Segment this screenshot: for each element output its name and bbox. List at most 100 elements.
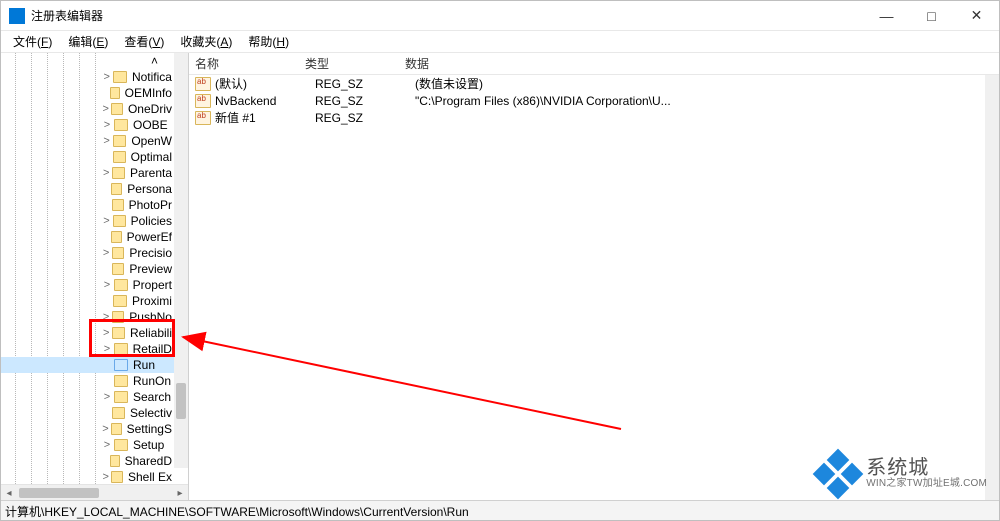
- menu-item-0[interactable]: 文件(F): [5, 31, 60, 52]
- tree-item-label: Policies: [129, 214, 174, 228]
- maximize-button[interactable]: □: [909, 1, 954, 31]
- menu-item-1[interactable]: 编辑(E): [60, 31, 116, 52]
- tree-item-setup[interactable]: >Setup: [1, 437, 174, 453]
- close-button[interactable]: ✕: [954, 1, 999, 31]
- tree-item-selectiv[interactable]: Selectiv: [1, 405, 174, 421]
- menu-item-4[interactable]: 帮助(H): [240, 31, 297, 52]
- list-row[interactable]: (默认)REG_SZ(数值未设置): [189, 75, 999, 92]
- tree-item-propert[interactable]: > Propert: [1, 277, 174, 293]
- tree-item-sharedd[interactable]: SharedD: [1, 453, 174, 469]
- tree-item-label: Shell Ex: [126, 470, 174, 484]
- watermark-text-cn: 系统城: [866, 458, 987, 479]
- tree-expander-icon[interactable]: >: [101, 72, 112, 83]
- tree-item-reliabili[interactable]: > Reliabili: [1, 325, 174, 341]
- list-panel: 名称 类型 数据 (默认)REG_SZ(数值未设置)NvBackendREG_S…: [189, 53, 999, 500]
- tree-expander-icon[interactable]: >: [101, 424, 110, 435]
- tree-item-oobe[interactable]: >OOBE: [1, 117, 174, 133]
- tree-item-poweref[interactable]: PowerEf: [1, 229, 174, 245]
- tree-item-persona[interactable]: Persona: [1, 181, 174, 197]
- tree-item-run[interactable]: Run: [1, 357, 174, 373]
- tree-expander-icon[interactable]: >: [101, 168, 111, 179]
- menu-item-3[interactable]: 收藏夹(A): [172, 31, 240, 52]
- hscroll-left-arrow[interactable]: ◂: [1, 485, 17, 501]
- tree-panel: ˄>NotificaOEMInfo>OneDriv>OOBE>OpenWOpti…: [1, 53, 189, 500]
- tree-item-notifica[interactable]: > Notifica: [1, 69, 174, 85]
- tree-item-label: Reliabili: [128, 326, 174, 340]
- tree-expander-icon[interactable]: >: [101, 344, 113, 355]
- tree-item-oeminfo[interactable]: OEMInfo: [1, 85, 174, 101]
- tree-expander-icon[interactable]: >: [101, 280, 113, 291]
- tree-item-runon[interactable]: RunOn: [1, 373, 174, 389]
- cell-type: REG_SZ: [315, 111, 415, 125]
- folder-icon: [112, 247, 124, 259]
- tree-item-label: Notifica: [130, 70, 174, 84]
- app-icon: [9, 8, 25, 24]
- folder-icon: [111, 103, 122, 115]
- tree-item-label: Proximi: [130, 294, 174, 308]
- menu-item-2[interactable]: 查看(V): [116, 31, 172, 52]
- tree-item-retaild[interactable]: >RetailD: [1, 341, 174, 357]
- folder-icon: [114, 119, 128, 131]
- tree-item-label: SettingS: [125, 422, 174, 436]
- list-row[interactable]: NvBackendREG_SZ"C:\Program Files (x86)\N…: [189, 92, 999, 109]
- tree-item-label: Propert: [131, 278, 174, 292]
- tree-item-label: Persona: [125, 182, 174, 196]
- tree-item-search[interactable]: >Search: [1, 389, 174, 405]
- tree-item-pushno[interactable]: > PushNo: [1, 309, 174, 325]
- tree-item-label: RunOn: [131, 374, 173, 388]
- string-value-icon: [195, 77, 211, 91]
- tree-item-label: Parenta: [128, 166, 174, 180]
- tree-item-photopr[interactable]: PhotoPr: [1, 197, 174, 213]
- string-value-icon: [195, 111, 211, 125]
- folder-icon: [113, 151, 126, 163]
- tree-item-proximi[interactable]: Proximi: [1, 293, 174, 309]
- tree-expander-icon[interactable]: >: [101, 312, 111, 323]
- tree-expander-icon[interactable]: >: [101, 472, 110, 483]
- tree-horizontal-scrollbar[interactable]: ◂ ▸: [1, 484, 188, 500]
- tree-expander-icon[interactable]: >: [101, 248, 111, 259]
- tree-expander-icon[interactable]: >: [101, 216, 112, 227]
- tree-expander-icon[interactable]: >: [101, 104, 110, 115]
- tree-item-label: PushNo: [127, 310, 174, 324]
- tree-item-optimal[interactable]: Optimal: [1, 149, 174, 165]
- tree-item-label: OpenW: [129, 134, 174, 148]
- tree-item-openw[interactable]: > OpenW: [1, 133, 174, 149]
- tree-expander-icon[interactable]: >: [101, 136, 112, 147]
- tree-item-label: Selectiv: [128, 406, 174, 420]
- folder-icon: [110, 87, 120, 99]
- tree-expander-icon[interactable]: >: [101, 120, 113, 131]
- titlebar: 注册表编辑器 — □ ✕: [1, 1, 999, 31]
- folder-icon: [114, 343, 128, 355]
- column-header-name[interactable]: 名称: [189, 55, 299, 72]
- tree-item-settings[interactable]: > SettingS: [1, 421, 174, 437]
- list-vertical-scrollbar[interactable]: [985, 75, 999, 500]
- column-header-data[interactable]: 数据: [399, 55, 999, 72]
- hscroll-right-arrow[interactable]: ▸: [172, 485, 188, 501]
- tree-item-policies[interactable]: > Policies: [1, 213, 174, 229]
- tree-item-preview[interactable]: Preview: [1, 261, 174, 277]
- cell-name: NvBackend: [215, 94, 315, 108]
- tree-item-precisio[interactable]: >Precisio: [1, 245, 174, 261]
- tree-item-shell ex[interactable]: > Shell Ex: [1, 469, 174, 484]
- tree-item-onedriv[interactable]: > OneDriv: [1, 101, 174, 117]
- watermark-logo-icon: [816, 452, 860, 496]
- tree-vertical-scrollbar[interactable]: [174, 53, 188, 468]
- tree-hscroll-thumb[interactable]: [19, 488, 99, 498]
- minimize-button[interactable]: —: [864, 1, 909, 31]
- column-header-type[interactable]: 类型: [299, 55, 399, 72]
- tree-expander-icon[interactable]: >: [101, 392, 113, 403]
- list-row[interactable]: 新值 #1REG_SZ: [189, 109, 999, 126]
- cell-name: 新值 #1: [215, 109, 315, 126]
- cell-name: (默认): [215, 75, 315, 92]
- tree-item-parenta[interactable]: > Parenta: [1, 165, 174, 181]
- tree-expander-icon[interactable]: >: [101, 328, 111, 339]
- list-body: (默认)REG_SZ(数值未设置)NvBackendREG_SZ"C:\Prog…: [189, 75, 999, 500]
- tree-item-label: OneDriv: [126, 102, 174, 116]
- window-title: 注册表编辑器: [31, 7, 103, 24]
- folder-icon: [114, 439, 128, 451]
- tree-vscroll-thumb[interactable]: [176, 383, 186, 419]
- folder-icon: [113, 215, 126, 227]
- tree-item-label: Optimal: [129, 150, 174, 164]
- cell-type: REG_SZ: [315, 94, 415, 108]
- tree-expander-icon[interactable]: >: [101, 440, 113, 451]
